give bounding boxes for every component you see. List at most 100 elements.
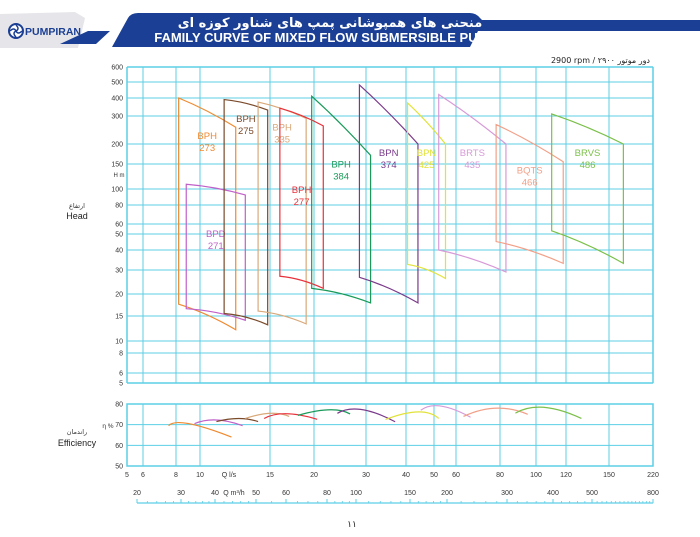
y-tick-label: 80 xyxy=(115,402,123,409)
head-label: Head xyxy=(66,211,88,221)
x-tick-label: 120 xyxy=(560,472,572,479)
y-tick-label: 300 xyxy=(111,114,123,121)
envelope-bph-275 xyxy=(223,98,269,326)
x-tick-label: 5 xyxy=(125,472,129,479)
y-tick-label: 60 xyxy=(115,443,123,450)
efficiency-curve-bph-384 xyxy=(297,409,351,416)
pump-model-label: BPN xyxy=(417,148,437,159)
m3h-tick-label: 80 xyxy=(323,490,331,497)
pump-model-label: BQTS xyxy=(517,166,543,177)
efficiency-label: Efficiency xyxy=(58,438,97,448)
m3h-tick-label: 100 xyxy=(350,490,362,497)
efficiency-label-fa: راندمان xyxy=(67,428,87,436)
y-tick-label: 30 xyxy=(115,268,123,275)
y-tick-label: 40 xyxy=(115,248,123,255)
y-tick-label: 8 xyxy=(119,351,123,358)
envelope-brvs-486 xyxy=(551,113,624,265)
logo-icon-blades xyxy=(9,24,23,38)
x-tick-label: 15 xyxy=(266,472,274,479)
efficiency-curve-bpd-271 xyxy=(194,419,243,427)
y-tick-label: 6 xyxy=(119,371,123,378)
y-tick-label: 50 xyxy=(115,232,123,239)
axes: 20 30 40 50 60 80 100 150 200 300 400 500 800 xyxy=(133,490,659,504)
x-tick-label: 50 xyxy=(430,472,438,479)
title-banner xyxy=(112,13,700,47)
pump-model-number: 384 xyxy=(333,171,349,182)
envelope-bph-384 xyxy=(311,94,372,304)
m3h-tick-label: 200 xyxy=(441,490,453,497)
y-tick-label: 5 xyxy=(119,381,123,388)
x-tick-label: 20 xyxy=(310,472,318,479)
efficiency-curves xyxy=(168,405,582,438)
m3h-tick-label: 800 xyxy=(647,490,659,497)
pump-model-label: BPH xyxy=(197,131,217,142)
pump-model-number: 271 xyxy=(208,241,224,252)
y-tick-label: 400 xyxy=(111,96,123,103)
x-tick-label: 40 xyxy=(402,472,410,479)
efficiency-curve-bph-335 xyxy=(245,412,290,420)
envelope-brts-435 xyxy=(438,93,507,273)
x-tick-label: 80 xyxy=(496,472,504,479)
pump-model-label: BPN xyxy=(379,148,399,159)
m3h-tick-label: 60 xyxy=(282,490,290,497)
pump-model-number: 275 xyxy=(238,126,254,137)
pump-model-number: 466 xyxy=(522,178,538,189)
pump-model-label: BPH xyxy=(292,185,312,196)
x-tick-label: 60 xyxy=(452,472,460,479)
y-tick-label: 100 xyxy=(111,187,123,194)
m3h-tick-label: 300 xyxy=(501,490,513,497)
x-tick-label: 10 xyxy=(196,472,204,479)
envelope-bqts-466 xyxy=(495,123,564,265)
envelope-bpn-425 xyxy=(406,101,447,280)
head-label-fa: ارتفاع xyxy=(69,202,85,210)
x-tick-label: 220 xyxy=(647,472,659,479)
efficiency-curve-bph-277 xyxy=(263,413,318,420)
y-tick-label: 80 xyxy=(115,203,123,210)
envelope-bph-335 xyxy=(257,101,307,325)
header: PUMPIRAN منحنی های همپوشانی پمپ های شناو… xyxy=(0,12,700,65)
y-tick-label: 50 xyxy=(115,464,123,471)
efficiency-curve-brvs-486 xyxy=(515,406,582,420)
efficiency-curve-bph-275 xyxy=(216,417,259,423)
efficiency-curve-brts-435 xyxy=(420,405,471,418)
m3h-tick-label: 50 xyxy=(252,490,260,497)
x-tick-label: 8 xyxy=(174,472,178,479)
y-tick-label: 70 xyxy=(115,422,123,429)
y-tick-label: 150 xyxy=(111,162,123,169)
pump-model-label: BPH xyxy=(272,122,292,133)
x-tick-label: 30 xyxy=(362,472,370,479)
m3h-tick-label: 500 xyxy=(586,490,598,497)
pump-model-label: BPH xyxy=(236,114,256,125)
pump-model-label: BRVS xyxy=(575,148,601,159)
pump-model-number: 435 xyxy=(464,160,480,171)
efficiency-curve-bph-273 xyxy=(168,422,232,438)
m3h-tick-label: 20 xyxy=(133,490,141,497)
page-number: ۱۱ xyxy=(347,520,357,530)
pump-model-label: BRTS xyxy=(460,148,485,159)
title-en: FAMILY CURVE OF MIXED FLOW SUBMERSIBLE P… xyxy=(154,30,506,45)
logo-text: PUMPIRAN xyxy=(25,26,81,38)
y-tick-label: 600 xyxy=(111,65,123,72)
rpm-label: 2900 rpm / ۲۹۰۰ دور موتور xyxy=(551,56,650,65)
x-tick-label: 150 xyxy=(603,472,615,479)
y-tick-label: 200 xyxy=(111,142,123,149)
head-unit: H m xyxy=(114,173,125,179)
y-tick-label: 15 xyxy=(115,314,123,321)
m3h-tick-label: 40 xyxy=(211,490,219,497)
m3h-tick-label: 30 xyxy=(177,490,185,497)
y-tick-label: 500 xyxy=(111,80,123,87)
pump-model-label: BPD xyxy=(206,229,226,240)
pump-model-number: 374 xyxy=(381,160,397,171)
logo-background xyxy=(0,12,85,48)
pump-model-number: 277 xyxy=(294,197,310,208)
efficiency-curve-bpn-425 xyxy=(385,411,440,421)
pump-model-number: 273 xyxy=(199,143,215,154)
head-grid: 600 500 400 300 200 150 100 80 60 50 40 30 20 15 10 8 6 5 xyxy=(111,65,654,388)
m3h-tick-label: 150 xyxy=(404,490,416,497)
efficiency-curve-bqts-466 xyxy=(463,407,528,417)
m3h-tick-label: 400 xyxy=(547,490,559,497)
pump-model-number: 486 xyxy=(580,160,596,171)
